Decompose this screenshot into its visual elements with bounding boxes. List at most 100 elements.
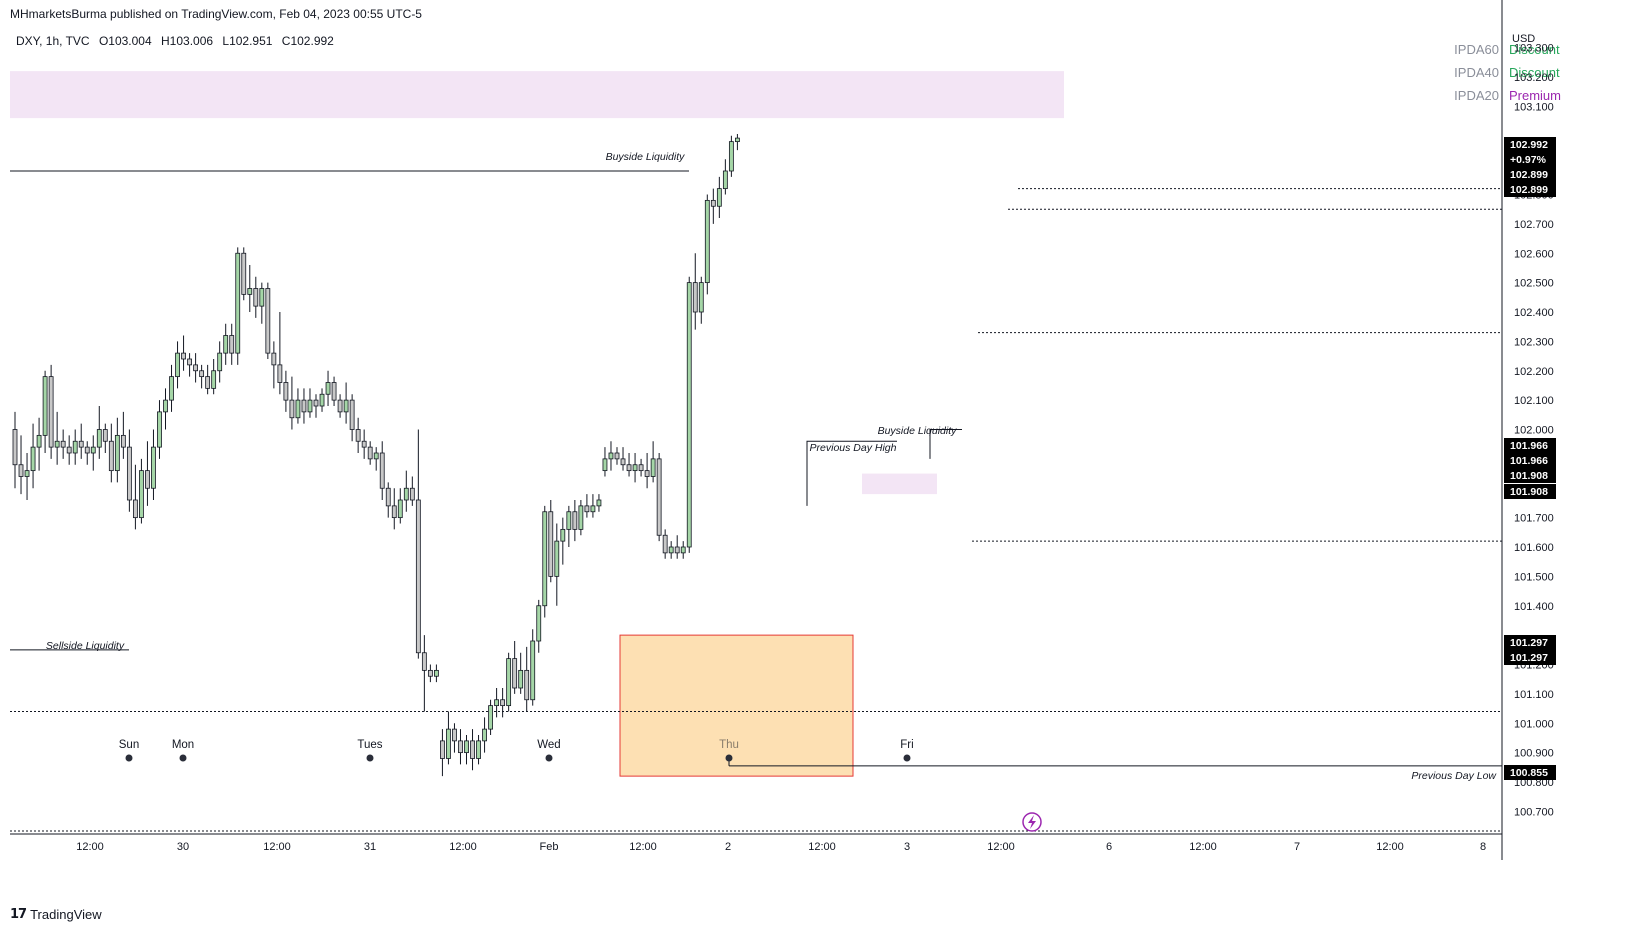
candle-body — [650, 458, 656, 477]
price-tag — [1504, 765, 1556, 780]
time-tick-label: 12:00 — [76, 841, 104, 853]
candle-body — [313, 399, 319, 407]
candle-body — [500, 699, 506, 707]
candle-body — [90, 446, 96, 454]
candle-body — [686, 282, 692, 548]
candle-body — [181, 352, 186, 360]
candle-body — [421, 652, 427, 671]
time-tick-label: 12:00 — [629, 841, 657, 853]
price-tag-label: +0.97% — [1510, 154, 1547, 166]
candle-body — [60, 440, 66, 448]
candle-body — [391, 505, 397, 519]
price-tag — [1504, 468, 1556, 483]
candle-body — [656, 458, 662, 536]
candle-body — [373, 452, 379, 460]
price-tag — [1504, 438, 1556, 453]
candle-body — [728, 141, 734, 172]
price-tick-label: 101.400 — [1514, 601, 1554, 613]
candle-body — [325, 382, 331, 395]
candle-body — [680, 546, 686, 554]
candle-body — [608, 452, 614, 460]
candle-body — [446, 728, 451, 759]
candle-body — [692, 282, 698, 313]
candles-group — [12, 133, 740, 777]
ipda-value: Discount — [1508, 42, 1560, 57]
candle-body — [301, 399, 307, 413]
time-tick-label: Feb — [540, 841, 559, 853]
candle-body — [620, 458, 626, 466]
premium-zone — [10, 71, 1064, 119]
candle-body — [187, 358, 192, 366]
candle-body — [163, 399, 168, 413]
day-marker-dot — [725, 754, 733, 762]
candle-body — [18, 464, 24, 477]
candle-body — [277, 364, 283, 383]
day-marker-label: Fri — [900, 739, 913, 751]
candle-body — [367, 446, 373, 460]
time-tick-label: 31 — [364, 841, 376, 853]
price-tick-label: 101.100 — [1514, 689, 1554, 701]
candle-body — [349, 399, 355, 430]
chart-annotation: Previous Day Low — [1411, 770, 1497, 782]
candle-body — [126, 446, 132, 501]
price-tag — [1504, 650, 1556, 665]
time-tick-label: 12:00 — [1376, 841, 1404, 853]
candle-body — [590, 505, 596, 513]
day-marker-label: Tues — [357, 739, 382, 751]
footer-brand: 𝟭𝟳 TradingView — [10, 906, 102, 922]
candle-body — [66, 446, 72, 454]
candle-body — [403, 487, 409, 501]
price-tick-label: 100.700 — [1514, 806, 1554, 818]
candle-body — [506, 658, 512, 707]
day-marker-dot — [125, 754, 133, 762]
candle-body — [409, 487, 415, 501]
ipda-value: Discount — [1508, 65, 1560, 80]
price-tag-label: 101.966 — [1510, 440, 1548, 452]
candle-body — [710, 199, 716, 207]
close-value: C102.992 — [281, 34, 334, 48]
price-tick-label: 102.100 — [1514, 395, 1554, 407]
price-tick-label: 102.400 — [1514, 307, 1554, 319]
candle-body — [716, 188, 722, 207]
candle-body — [397, 499, 403, 519]
candle-body — [199, 370, 205, 378]
candle-body — [452, 728, 457, 742]
candle-body — [638, 464, 644, 472]
candle-body — [494, 699, 500, 707]
candle-body — [175, 352, 180, 378]
candle-body — [662, 534, 668, 554]
candle-body — [548, 511, 554, 577]
price-tag-label: 101.908 — [1510, 470, 1548, 482]
candle-body — [542, 511, 548, 607]
candle-body — [614, 452, 620, 460]
candle-body — [668, 546, 674, 554]
candle-body — [271, 352, 277, 366]
ipda-name: IPDA60 — [1454, 42, 1499, 57]
chart-annotation: Buyside Liquidity — [606, 151, 686, 163]
price-tag-label: 102.992 — [1510, 139, 1548, 151]
chart-annotation: Previous Day High — [810, 442, 897, 454]
candle-body — [735, 137, 740, 143]
price-tick-label: 101.700 — [1514, 513, 1554, 525]
price-tag-label: 101.966 — [1510, 455, 1548, 467]
day-marker-label: Thu — [719, 739, 739, 751]
price-tag-label: 100.855 — [1510, 767, 1548, 779]
price-tag — [1504, 453, 1556, 468]
candle-body — [157, 411, 162, 448]
candle-body — [536, 605, 542, 642]
candle-body — [217, 352, 223, 372]
lightning-bolt-icon — [1028, 815, 1036, 829]
candle-body — [108, 440, 114, 472]
candle-body — [482, 728, 487, 742]
candle-body — [151, 446, 156, 489]
day-marker-dot — [179, 754, 187, 762]
price-tag — [1504, 167, 1556, 182]
candle-body — [385, 487, 391, 507]
candle-body — [476, 740, 481, 759]
price-tag-label: 102.899 — [1510, 184, 1548, 196]
candle-body — [247, 288, 253, 295]
candle-body — [632, 464, 638, 472]
price-tick-label: 102.700 — [1514, 219, 1554, 231]
candle-body — [440, 740, 445, 759]
